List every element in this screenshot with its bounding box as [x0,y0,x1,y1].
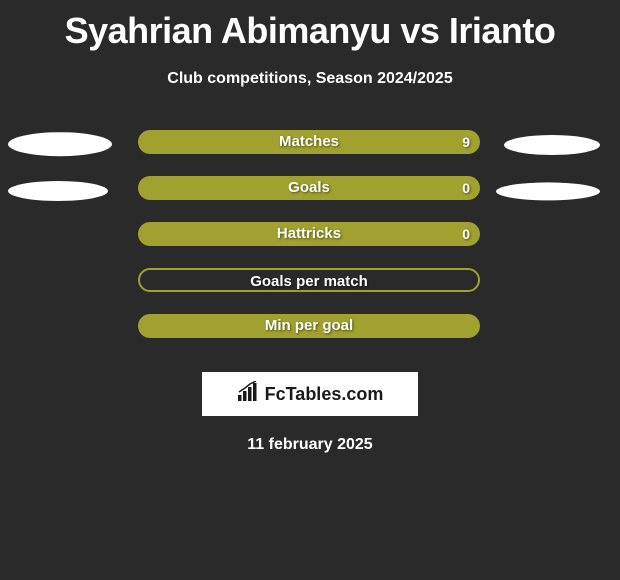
page-title: Syahrian Abimanyu vs Irianto [0,0,620,52]
stat-row-min-per-goal: Min per goal [0,310,620,356]
bar-min-per-goal: Min per goal [138,314,480,338]
subtitle: Club competitions, Season 2024/2025 [0,70,620,88]
bar-value: 9 [462,134,470,150]
stat-row-hattricks: Hattricks 0 [0,218,620,264]
logo-text: FcTables.com [265,384,384,405]
bar-label: Matches [138,133,480,150]
ellipse-right-1 [496,182,600,200]
bar-goals: Goals 0 [138,176,480,200]
bar-matches: Matches 9 [138,130,480,154]
logo-box: FcTables.com [202,372,418,416]
stat-row-goals-per-match: Goals per match [0,264,620,310]
stat-row-matches: Matches 9 [0,126,620,172]
chart-icon [237,381,261,408]
date-text: 11 february 2025 [0,436,620,454]
ellipse-right-0 [504,135,600,155]
bar-value: 0 [462,180,470,196]
bars-container: Matches 9 Goals 0 Hattricks 0 Goals per … [0,126,620,356]
bar-label: Min per goal [138,317,480,334]
ellipse-left-1 [8,181,108,201]
bar-label: Goals per match [140,273,478,290]
ellipse-left-0 [8,132,112,156]
bar-goals-per-match: Goals per match [138,268,480,292]
stat-row-goals: Goals 0 [0,172,620,218]
bar-value: 0 [462,226,470,242]
bar-label: Hattricks [138,225,480,242]
bar-hattricks: Hattricks 0 [138,222,480,246]
bar-label: Goals [138,179,480,196]
